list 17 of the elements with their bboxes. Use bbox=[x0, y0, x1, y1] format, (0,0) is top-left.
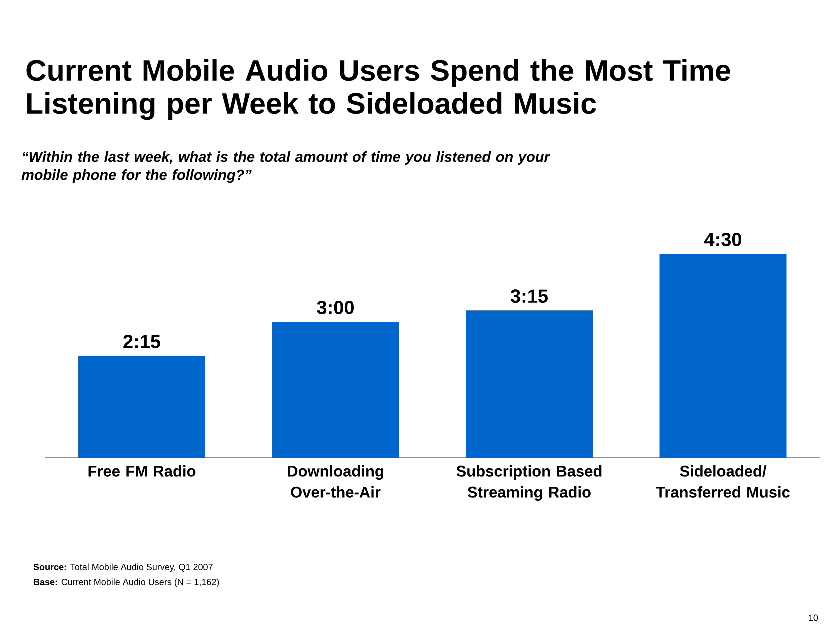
data-label: 2:15 bbox=[124, 335, 160, 348]
bar bbox=[272, 322, 400, 458]
text: Source: Total Mobile Audio Survey, Q1 2007 bbox=[34, 564, 213, 572]
bar bbox=[660, 254, 787, 458]
x-tick-label: Downloading Over-the-Air bbox=[288, 466, 384, 498]
x-tick-label: Free FM Radio bbox=[88, 466, 196, 477]
bar bbox=[466, 310, 594, 458]
text: Base: Current Mobile Audio Users (N = 1,162) bbox=[34, 578, 220, 588]
data-label: 4:30 bbox=[704, 232, 742, 246]
data-label: 3:15 bbox=[510, 290, 548, 304]
data-label: 3:00 bbox=[317, 300, 354, 314]
x-tick-label: Subscription Based Streaming Radio bbox=[456, 466, 602, 502]
chart-subtitle: “Within the last week, what is the total amount of time you listened on your mobile phone for the following?” bbox=[22, 152, 551, 184]
text: 10 bbox=[809, 614, 818, 622]
x-tick-label: Sideloaded/ Transferred Music bbox=[656, 466, 790, 498]
bar bbox=[78, 356, 206, 458]
chart-title: Current Mobile Audio Users Spend the Most Time Listening per Week to Sideloaded Music bbox=[26, 60, 730, 120]
